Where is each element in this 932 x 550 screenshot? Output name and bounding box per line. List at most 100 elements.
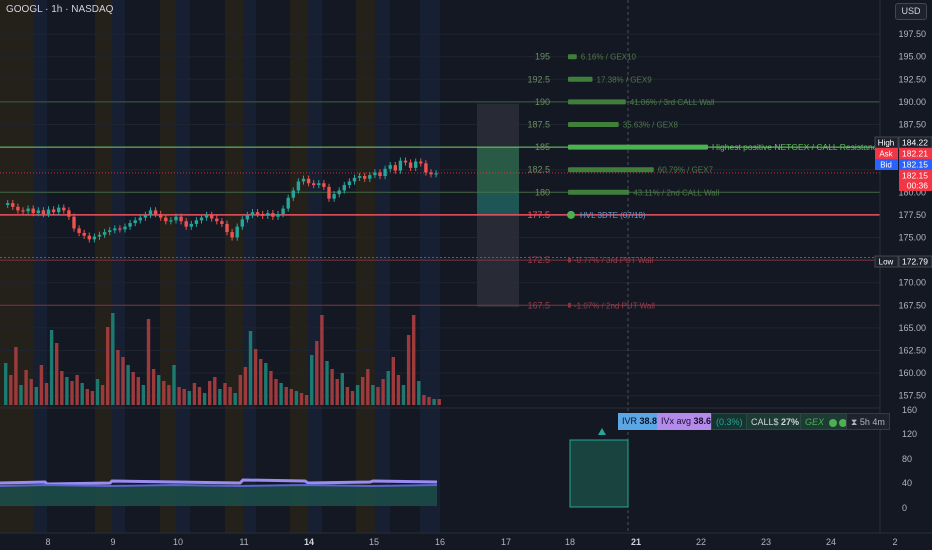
- volume-bar: [422, 395, 426, 405]
- candle-body: [184, 221, 188, 227]
- candle-body: [6, 203, 10, 205]
- time-tick-label: 17: [501, 537, 511, 547]
- volume-bar: [386, 371, 390, 405]
- time-tick-label: 16: [435, 537, 445, 547]
- candle-body: [108, 230, 112, 233]
- candle-body: [164, 217, 168, 222]
- candle-body: [133, 220, 137, 224]
- volume-bar: [406, 335, 411, 405]
- session-band: [290, 0, 308, 533]
- gex-strike-label: 195: [535, 52, 550, 62]
- volume-bar: [340, 373, 344, 405]
- candle-body: [434, 173, 438, 175]
- candle-body: [414, 161, 418, 168]
- candle-body: [113, 228, 117, 231]
- candle-body: [204, 214, 209, 218]
- price-tag-label-box: [874, 255, 899, 268]
- volume-bar: [106, 327, 110, 405]
- gex-level-label: -1.07% / 2nd PUT Wall: [574, 301, 655, 310]
- ivr-value: 38.8: [639, 416, 658, 426]
- volume-bar: [243, 367, 248, 405]
- candle-body: [36, 210, 40, 214]
- volume-bar: [95, 379, 100, 405]
- candle-body: [250, 212, 255, 215]
- candle-body: [261, 213, 265, 216]
- candle-body: [77, 228, 81, 233]
- session-band: [375, 0, 390, 533]
- volume-bar: [223, 383, 227, 405]
- candle-body: [322, 183, 326, 187]
- volume-bar: [264, 363, 268, 405]
- ivx-chip[interactable]: IVx avg 38.6: [657, 413, 716, 430]
- volume-bar: [401, 385, 406, 405]
- price-tag-value: 184.22: [902, 138, 928, 148]
- gex-level-label: -0.77% / 3rd PUT Wall: [574, 256, 653, 265]
- price-tick-label: 167.50: [898, 300, 926, 310]
- candle-body: [92, 236, 97, 240]
- candle-body: [97, 234, 102, 237]
- volume-bar: [39, 365, 44, 405]
- candle-body: [159, 213, 163, 218]
- price-tag-label-box: [875, 159, 898, 170]
- price-tick-label: 195.00: [898, 52, 926, 62]
- gex-bar: [568, 76, 593, 82]
- time-tick-label: 9: [110, 537, 115, 547]
- time-tick-label: 11: [239, 537, 248, 547]
- volume-bar: [238, 375, 242, 405]
- price-tick-label: 175.00: [898, 233, 926, 243]
- gex-bar: [568, 122, 619, 127]
- volume-bar: [182, 389, 186, 405]
- candle-body: [352, 177, 357, 182]
- candle-body: [393, 165, 397, 171]
- candle-body: [57, 207, 61, 213]
- calls-chip[interactable]: CALL$ 27%: [746, 413, 805, 430]
- price-tag-value: 182.15: [902, 160, 928, 170]
- candle-body: [51, 209, 56, 213]
- volume-bar: [9, 375, 13, 405]
- candle-body: [169, 220, 173, 222]
- candle-body: [332, 194, 336, 199]
- ivx-label: IVx avg: [661, 416, 692, 426]
- candle-body: [240, 219, 244, 227]
- candle-body: [398, 160, 403, 171]
- volume-bar: [304, 395, 309, 405]
- candle-body: [138, 217, 142, 221]
- candle-body: [368, 175, 372, 179]
- up-triangle-icon: [598, 428, 606, 435]
- time-tick-label: 22: [696, 537, 706, 547]
- currency-button[interactable]: USD: [895, 3, 927, 20]
- time-tick-label: 14: [304, 537, 314, 547]
- gex-chip[interactable]: GEX: [800, 413, 853, 430]
- candle-body: [286, 197, 290, 209]
- volume-bar: [177, 387, 181, 405]
- session-band: [356, 0, 375, 533]
- time-tick-label: 24: [826, 537, 836, 547]
- candle-body: [266, 213, 270, 216]
- projection-box: [569, 439, 629, 508]
- candle-body: [16, 206, 20, 211]
- candle-body: [276, 213, 280, 217]
- indicator-line-secondary: [0, 483, 438, 488]
- volume-bar: [141, 385, 146, 405]
- gex-bar: [568, 167, 654, 173]
- volume-bar: [350, 391, 355, 405]
- gex-bar: [568, 257, 571, 263]
- volume-bar: [187, 391, 191, 405]
- symbol-header[interactable]: GOOGL · 1h · NASDAQ: [6, 4, 114, 15]
- time-tick-label: 18: [565, 537, 575, 547]
- price-tick-label: 170.00: [898, 278, 926, 288]
- session-band: [243, 0, 256, 533]
- gex-strike-label: 167.5: [527, 300, 550, 310]
- gex-bar: [568, 302, 571, 308]
- candle-body: [378, 172, 382, 177]
- volume-bar: [24, 370, 28, 405]
- timer-chip: ⧗ 5h 4m: [846, 413, 890, 430]
- candle-body: [41, 210, 46, 214]
- price-tick-label: 187.50: [898, 120, 926, 130]
- ivr-chip[interactable]: IVR 38.8: [618, 413, 662, 430]
- volume-bar: [116, 350, 120, 405]
- volume-bar: [325, 361, 329, 405]
- candle-body: [296, 181, 301, 191]
- volume-bar: [14, 347, 18, 405]
